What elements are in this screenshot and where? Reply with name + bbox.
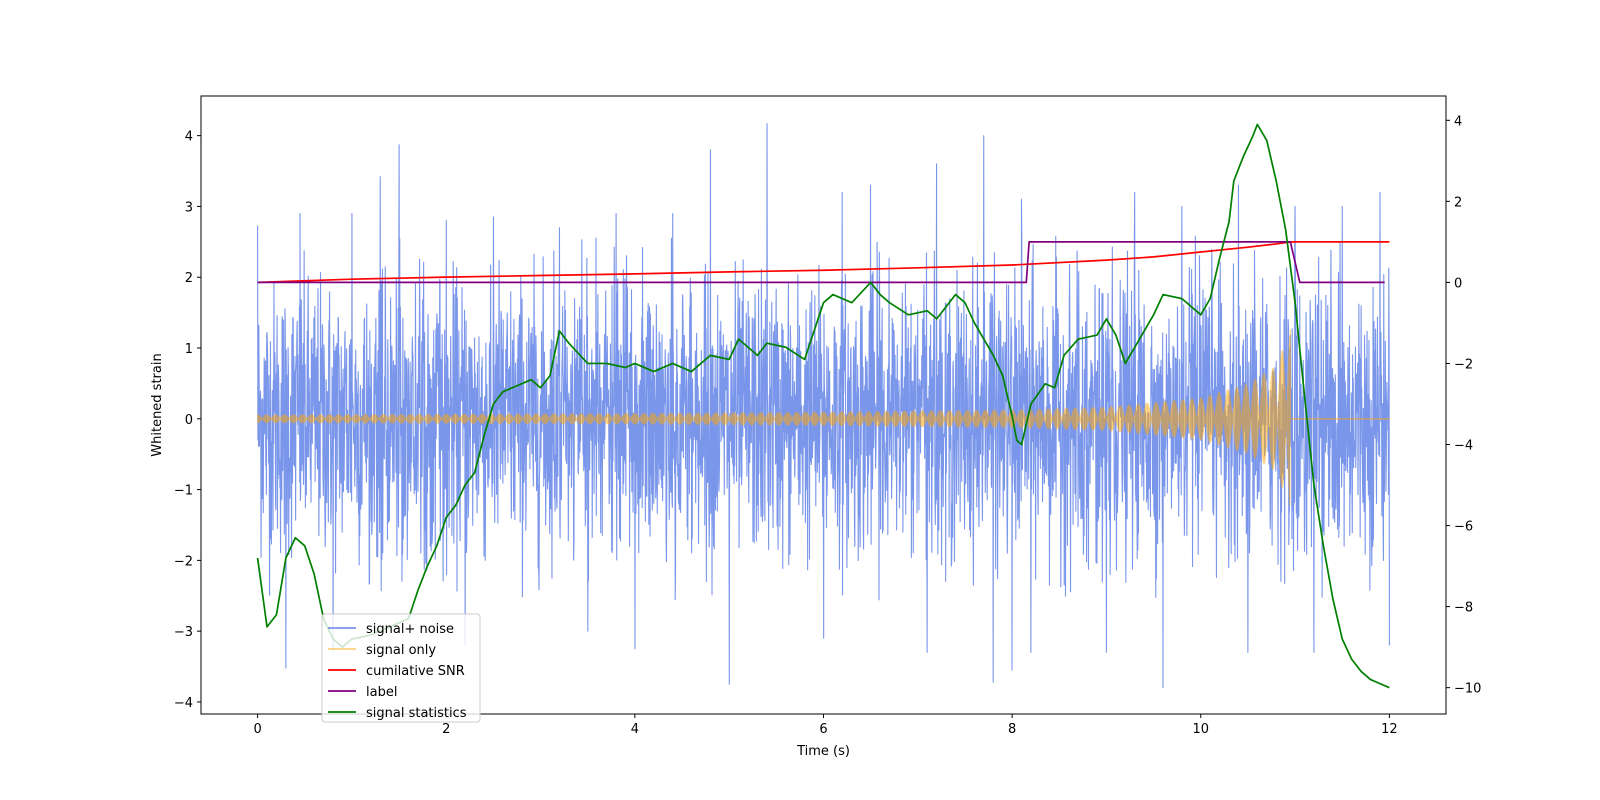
series-cumilative-snr-line — [257, 241, 1390, 284]
legend: signal+ noise signal only cumilative SNR la… — [321, 613, 481, 723]
y-tick-label: −4 — [174, 696, 193, 711]
series-layer — [256, 123, 1390, 689]
y-axis-left: −4 −3 −2 −1 0 1 2 3 4 — [174, 130, 201, 711]
x-tick-label: 4 — [631, 722, 639, 737]
x-tick-label: 0 — [253, 722, 261, 737]
x-tick-label: 6 — [819, 722, 827, 737]
y-tick-label: 2 — [185, 271, 193, 286]
y2-tick-label: −6 — [1454, 520, 1473, 535]
y2-tick-label: −2 — [1454, 357, 1473, 372]
y-tick-label: 4 — [185, 130, 193, 145]
x-tick-label: 8 — [1008, 722, 1016, 737]
y2-tick-label: −10 — [1454, 682, 1481, 697]
y-tick-label: −1 — [174, 484, 193, 499]
y-tick-label: 3 — [185, 200, 193, 215]
legend-label: signal statistics — [366, 706, 467, 721]
x-tick-label: 2 — [442, 722, 450, 737]
y2-tick-label: 0 — [1454, 276, 1462, 291]
y-tick-label: 0 — [185, 413, 193, 428]
y2-tick-label: −8 — [1454, 601, 1473, 616]
series-label-line — [257, 241, 1385, 284]
y-tick-label: −3 — [174, 625, 193, 640]
x-tick-label: 12 — [1381, 722, 1398, 737]
y2-tick-label: 2 — [1454, 195, 1462, 210]
legend-box — [321, 613, 481, 723]
y2-tick-label: 4 — [1454, 114, 1462, 129]
plot-area — [256, 123, 1390, 689]
legend-label: label — [366, 685, 397, 700]
y-tick-label: −2 — [174, 554, 193, 569]
series-signal-only-line — [257, 329, 1390, 506]
y-tick-label: 1 — [185, 342, 193, 357]
legend-label: signal only — [366, 643, 436, 658]
y-axis-right: −10 −8 −6 −4 −2 0 2 4 — [1446, 114, 1481, 697]
legend-label: signal+ noise — [366, 622, 454, 637]
y2-tick-label: −4 — [1454, 439, 1473, 454]
x-tick-label: 10 — [1192, 722, 1209, 737]
x-axis-label: Time (s) — [796, 744, 850, 759]
y-axis-label: Whitened strain — [150, 353, 165, 456]
series-signal-statistics-line — [256, 123, 1390, 689]
legend-label: cumilative SNR — [366, 664, 465, 679]
